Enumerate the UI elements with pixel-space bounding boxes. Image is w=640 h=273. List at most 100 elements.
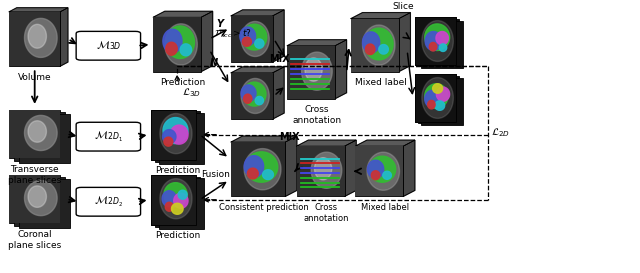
- Polygon shape: [371, 171, 380, 180]
- Bar: [156, 111, 200, 162]
- Polygon shape: [305, 58, 322, 81]
- Polygon shape: [287, 40, 347, 46]
- Text: Y: Y: [217, 19, 224, 29]
- Bar: [415, 74, 456, 122]
- Polygon shape: [273, 67, 284, 119]
- Bar: [351, 19, 399, 72]
- Bar: [231, 16, 273, 62]
- Polygon shape: [28, 24, 47, 48]
- Polygon shape: [351, 13, 410, 19]
- Text: Mixed label: Mixed label: [355, 78, 406, 87]
- Bar: [415, 74, 456, 122]
- Text: Prediction: Prediction: [155, 166, 200, 175]
- Polygon shape: [162, 191, 177, 207]
- Bar: [297, 146, 345, 196]
- Polygon shape: [425, 24, 450, 51]
- Polygon shape: [165, 24, 197, 65]
- Bar: [231, 73, 273, 119]
- Text: Mixed label: Mixed label: [361, 203, 409, 212]
- Text: Transverse
plane slices: Transverse plane slices: [8, 165, 61, 185]
- Bar: [9, 109, 60, 158]
- Polygon shape: [297, 140, 356, 146]
- Bar: [351, 19, 399, 72]
- Bar: [287, 46, 335, 99]
- Polygon shape: [166, 26, 195, 58]
- Text: Slice: Slice: [392, 2, 414, 11]
- Polygon shape: [60, 8, 68, 66]
- Polygon shape: [164, 183, 187, 207]
- FancyBboxPatch shape: [76, 187, 141, 216]
- Polygon shape: [436, 31, 449, 45]
- Text: Prediction: Prediction: [155, 231, 200, 240]
- Bar: [14, 112, 65, 161]
- Bar: [156, 177, 200, 227]
- Text: $\mathcal{L}_{3D}$: $\mathcal{L}_{3D}$: [182, 87, 201, 99]
- Polygon shape: [28, 186, 47, 207]
- Polygon shape: [231, 10, 284, 16]
- FancyBboxPatch shape: [76, 31, 141, 60]
- Polygon shape: [231, 67, 284, 73]
- Polygon shape: [255, 96, 264, 105]
- Polygon shape: [314, 158, 332, 180]
- Polygon shape: [201, 11, 212, 72]
- Bar: [9, 12, 60, 66]
- Polygon shape: [28, 121, 47, 142]
- Polygon shape: [172, 203, 183, 214]
- Polygon shape: [244, 156, 264, 177]
- Bar: [9, 175, 60, 224]
- Polygon shape: [24, 180, 57, 216]
- Text: Cross
annotation: Cross annotation: [292, 105, 342, 125]
- Polygon shape: [362, 32, 380, 53]
- Polygon shape: [403, 140, 415, 196]
- Polygon shape: [433, 84, 443, 93]
- Polygon shape: [154, 11, 212, 17]
- Bar: [152, 109, 196, 160]
- Bar: [152, 109, 196, 160]
- Text: Prediction: Prediction: [161, 78, 205, 87]
- Polygon shape: [369, 156, 396, 182]
- Polygon shape: [164, 137, 173, 146]
- Bar: [159, 179, 204, 229]
- Text: N: N: [210, 58, 218, 69]
- Polygon shape: [379, 44, 388, 54]
- Text: $\mathcal{P}_{acc}>t?$: $\mathcal{P}_{acc}>t?$: [214, 27, 252, 40]
- Polygon shape: [383, 171, 392, 179]
- Polygon shape: [335, 40, 347, 99]
- Bar: [19, 114, 70, 163]
- Polygon shape: [273, 10, 284, 62]
- Polygon shape: [355, 140, 415, 146]
- Polygon shape: [425, 84, 448, 108]
- Polygon shape: [163, 118, 188, 144]
- Text: MIX: MIX: [269, 54, 290, 64]
- Polygon shape: [173, 193, 188, 208]
- Polygon shape: [367, 152, 399, 190]
- Text: Coronal
plane slices: Coronal plane slices: [8, 230, 61, 250]
- Polygon shape: [365, 44, 375, 55]
- Polygon shape: [439, 44, 447, 51]
- Bar: [231, 16, 273, 62]
- Bar: [231, 73, 273, 119]
- Polygon shape: [301, 52, 332, 90]
- Polygon shape: [244, 94, 252, 103]
- Text: $\mathcal{M}_{2D_2}$: $\mathcal{M}_{2D_2}$: [94, 195, 123, 209]
- Polygon shape: [166, 42, 177, 55]
- Polygon shape: [428, 100, 435, 109]
- Polygon shape: [242, 24, 267, 50]
- Text: $\mathcal{L}_{2D}$: $\mathcal{L}_{2D}$: [492, 126, 511, 139]
- Polygon shape: [243, 37, 252, 46]
- Bar: [421, 20, 463, 68]
- Text: Consistent prediction: Consistent prediction: [219, 203, 309, 212]
- Polygon shape: [24, 115, 57, 150]
- Polygon shape: [435, 101, 445, 110]
- Bar: [355, 146, 403, 196]
- Text: $\mathcal{M}_{3D}$: $\mathcal{M}_{3D}$: [96, 39, 121, 52]
- Polygon shape: [163, 29, 182, 53]
- Bar: [297, 146, 345, 196]
- Polygon shape: [180, 44, 191, 56]
- Text: Cross
annotation: Cross annotation: [304, 203, 349, 222]
- Bar: [152, 175, 196, 225]
- Bar: [231, 142, 285, 196]
- Polygon shape: [243, 82, 266, 106]
- Polygon shape: [241, 22, 269, 57]
- Polygon shape: [231, 136, 297, 142]
